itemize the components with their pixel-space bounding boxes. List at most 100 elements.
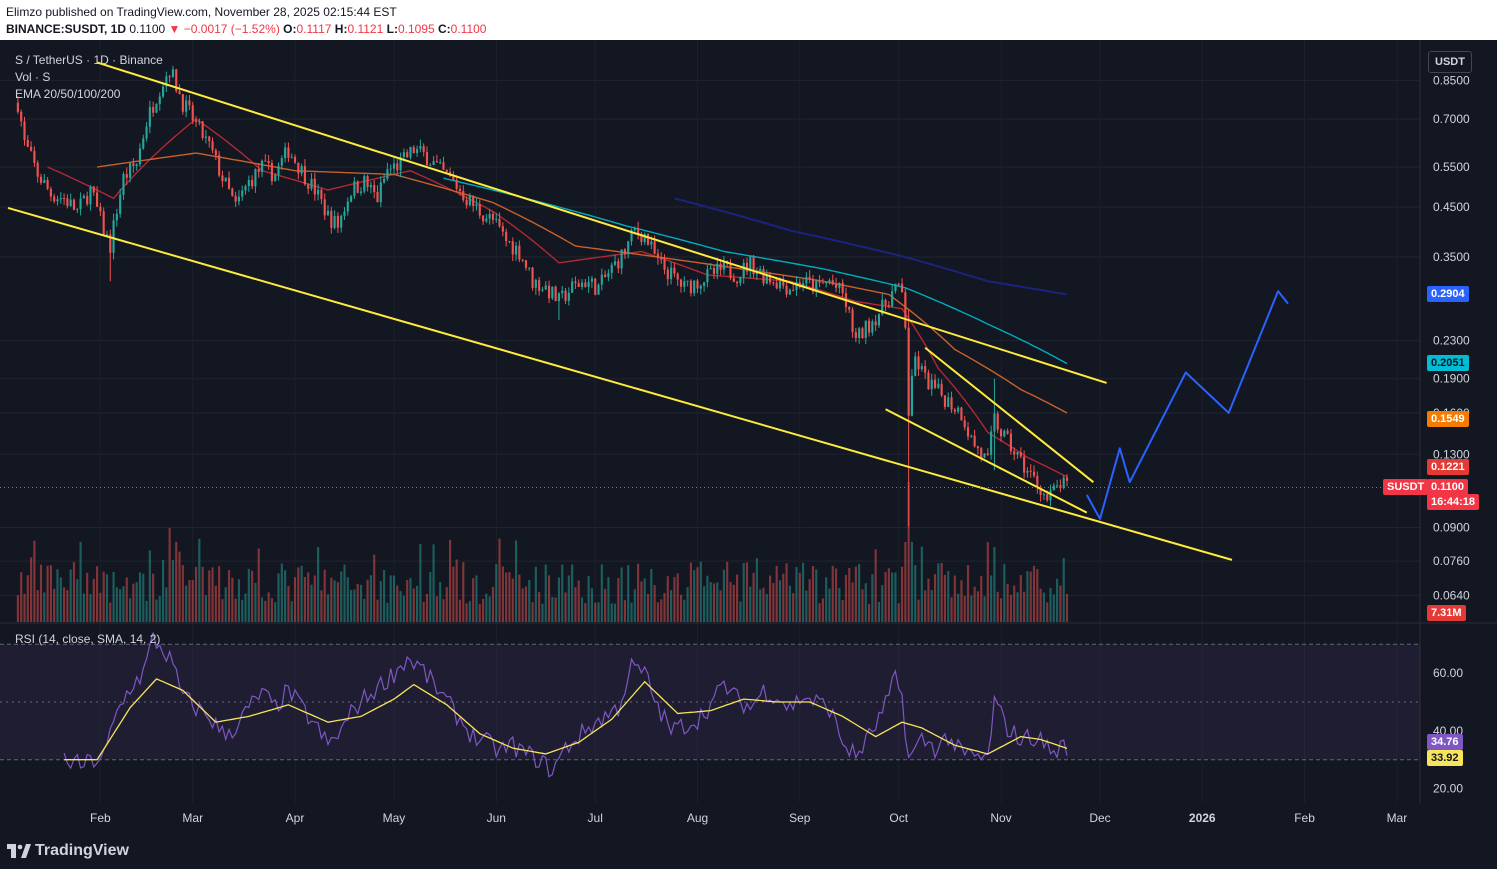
volume-bar [472,578,475,622]
volume-bar [284,570,287,622]
volume-bar [142,573,145,622]
volume-bar [158,595,161,622]
volume-bar [765,594,768,622]
candle-body [980,448,983,458]
volume-bar [99,592,102,622]
candle-body [633,228,636,231]
candle-body [1019,452,1022,457]
candle-body [521,259,524,261]
candle-body [795,282,798,291]
time-tick-label: Jul [588,811,603,825]
candle-body [128,163,132,178]
volume-bar [699,561,702,622]
candle-body [683,281,686,287]
candle-body [607,272,610,278]
volume-bar [33,540,36,622]
price-label-ema100: 0.2051 [1427,355,1469,372]
rsi-ma-value-label: 33.92 [1427,750,1463,767]
price-tick-label: 0.2300 [1433,334,1470,348]
volume-bar [317,547,320,622]
volume-bar [871,574,874,622]
volume-bar [468,601,471,622]
candle-body [508,241,511,243]
publish-header: Elimzo published on TradingView.com, Nov… [0,0,1497,40]
close-value: 0.1100 [450,22,487,36]
candle-body [854,332,857,339]
volume-bar [739,601,742,622]
volume-bar [412,588,415,622]
volume-bar [320,590,323,622]
volume-bar [907,482,910,622]
candle-body [333,215,336,228]
legend-title: S / TetherUS · 1D · Binance [15,53,163,67]
volume-bar [86,572,89,622]
candle-body [1029,470,1032,472]
candle-body [23,121,26,140]
volume-bar [145,600,148,622]
candle-body [805,276,808,284]
candle-body [877,314,881,326]
volume-bar [455,559,458,622]
time-tick-label: Oct [889,811,908,825]
candle-body [109,234,112,253]
candle-body [1006,430,1009,434]
candle-body [749,256,752,272]
open-label: O: [283,22,297,36]
volume-bar [821,598,824,622]
candle-body [346,201,349,212]
chart-grid [0,40,1497,803]
volume-bar [419,544,422,622]
volume-bar [63,587,66,622]
volume-bar [1016,592,1019,622]
candle-body [211,141,214,151]
candle-body [887,305,890,307]
candle-body [993,413,996,432]
volume-bar [726,561,729,622]
price-chart[interactable]: 0.8500 0.7000 0.5500 0.4500 0.3500 0.2300 0.19… [0,40,1497,836]
candle-body [495,218,498,220]
volume-bar [191,580,194,622]
candle-body [1062,477,1065,489]
price-label-last: 0.1100 [1427,478,1469,495]
candle-body [36,162,39,177]
volume-bar [792,593,795,622]
candle-body [92,186,95,193]
volume-bar [435,596,438,622]
volume-bar [587,575,590,622]
candle-body [594,278,597,295]
candle-body [214,150,217,156]
volume-bar [92,578,95,622]
volume-bar [406,580,409,622]
volume-bar [66,590,69,622]
drawings[interactable] [0,61,1420,561]
volume-bar [769,575,772,622]
volume-bar [749,586,752,622]
candle-body [538,279,541,291]
rsi-lines [63,632,1068,778]
volume-bar [330,577,333,622]
candle-body [488,213,491,219]
volume-bar [910,542,914,622]
candle-body [191,105,194,121]
candle-body [604,274,607,278]
candle-body [666,269,669,280]
volume-bar [257,548,260,622]
volume-bar [307,572,310,622]
volume-bar [389,575,392,622]
candle-body [580,282,584,287]
currency-button[interactable]: USDT [1428,51,1472,73]
candle-body [310,178,313,189]
volume-bar [577,580,580,622]
volume-bar [425,593,429,622]
candle-body [455,179,458,189]
time-tick-label: Aug [687,811,708,825]
candle-body [356,181,359,193]
candle-body [547,285,551,299]
legend-volume: Vol · S [15,70,51,84]
volume-bar [171,560,175,622]
candle-body [815,280,818,292]
candle-body [1039,486,1042,495]
tradingview-logo[interactable]: TradingView [7,842,129,860]
candle-body [287,147,290,158]
volume-bar [267,592,270,622]
